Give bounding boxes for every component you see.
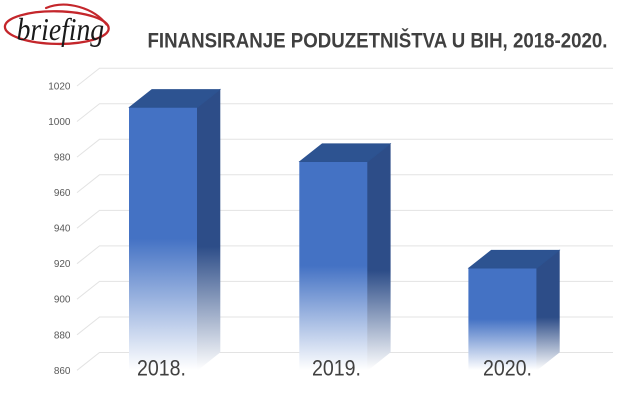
svg-text:980: 980 <box>54 153 71 164</box>
svg-text:2018.: 2018. <box>137 355 186 380</box>
svg-text:860: 860 <box>54 366 71 377</box>
svg-text:880: 880 <box>54 330 71 341</box>
svg-text:960: 960 <box>54 188 71 199</box>
svg-text:940: 940 <box>54 224 71 235</box>
svg-text:1000: 1000 <box>48 117 71 128</box>
svg-text:900: 900 <box>54 295 71 306</box>
svg-text:920: 920 <box>54 259 71 270</box>
svg-text:2020.: 2020. <box>483 355 532 380</box>
svg-text:FINANSIRANJE PODUZETNIŠTVA U B: FINANSIRANJE PODUZETNIŠTVA U BIH, 2018-2… <box>148 29 608 53</box>
svg-text:briefing: briefing <box>17 11 105 47</box>
svg-text:1020: 1020 <box>48 82 71 93</box>
svg-text:2019.: 2019. <box>312 355 361 380</box>
